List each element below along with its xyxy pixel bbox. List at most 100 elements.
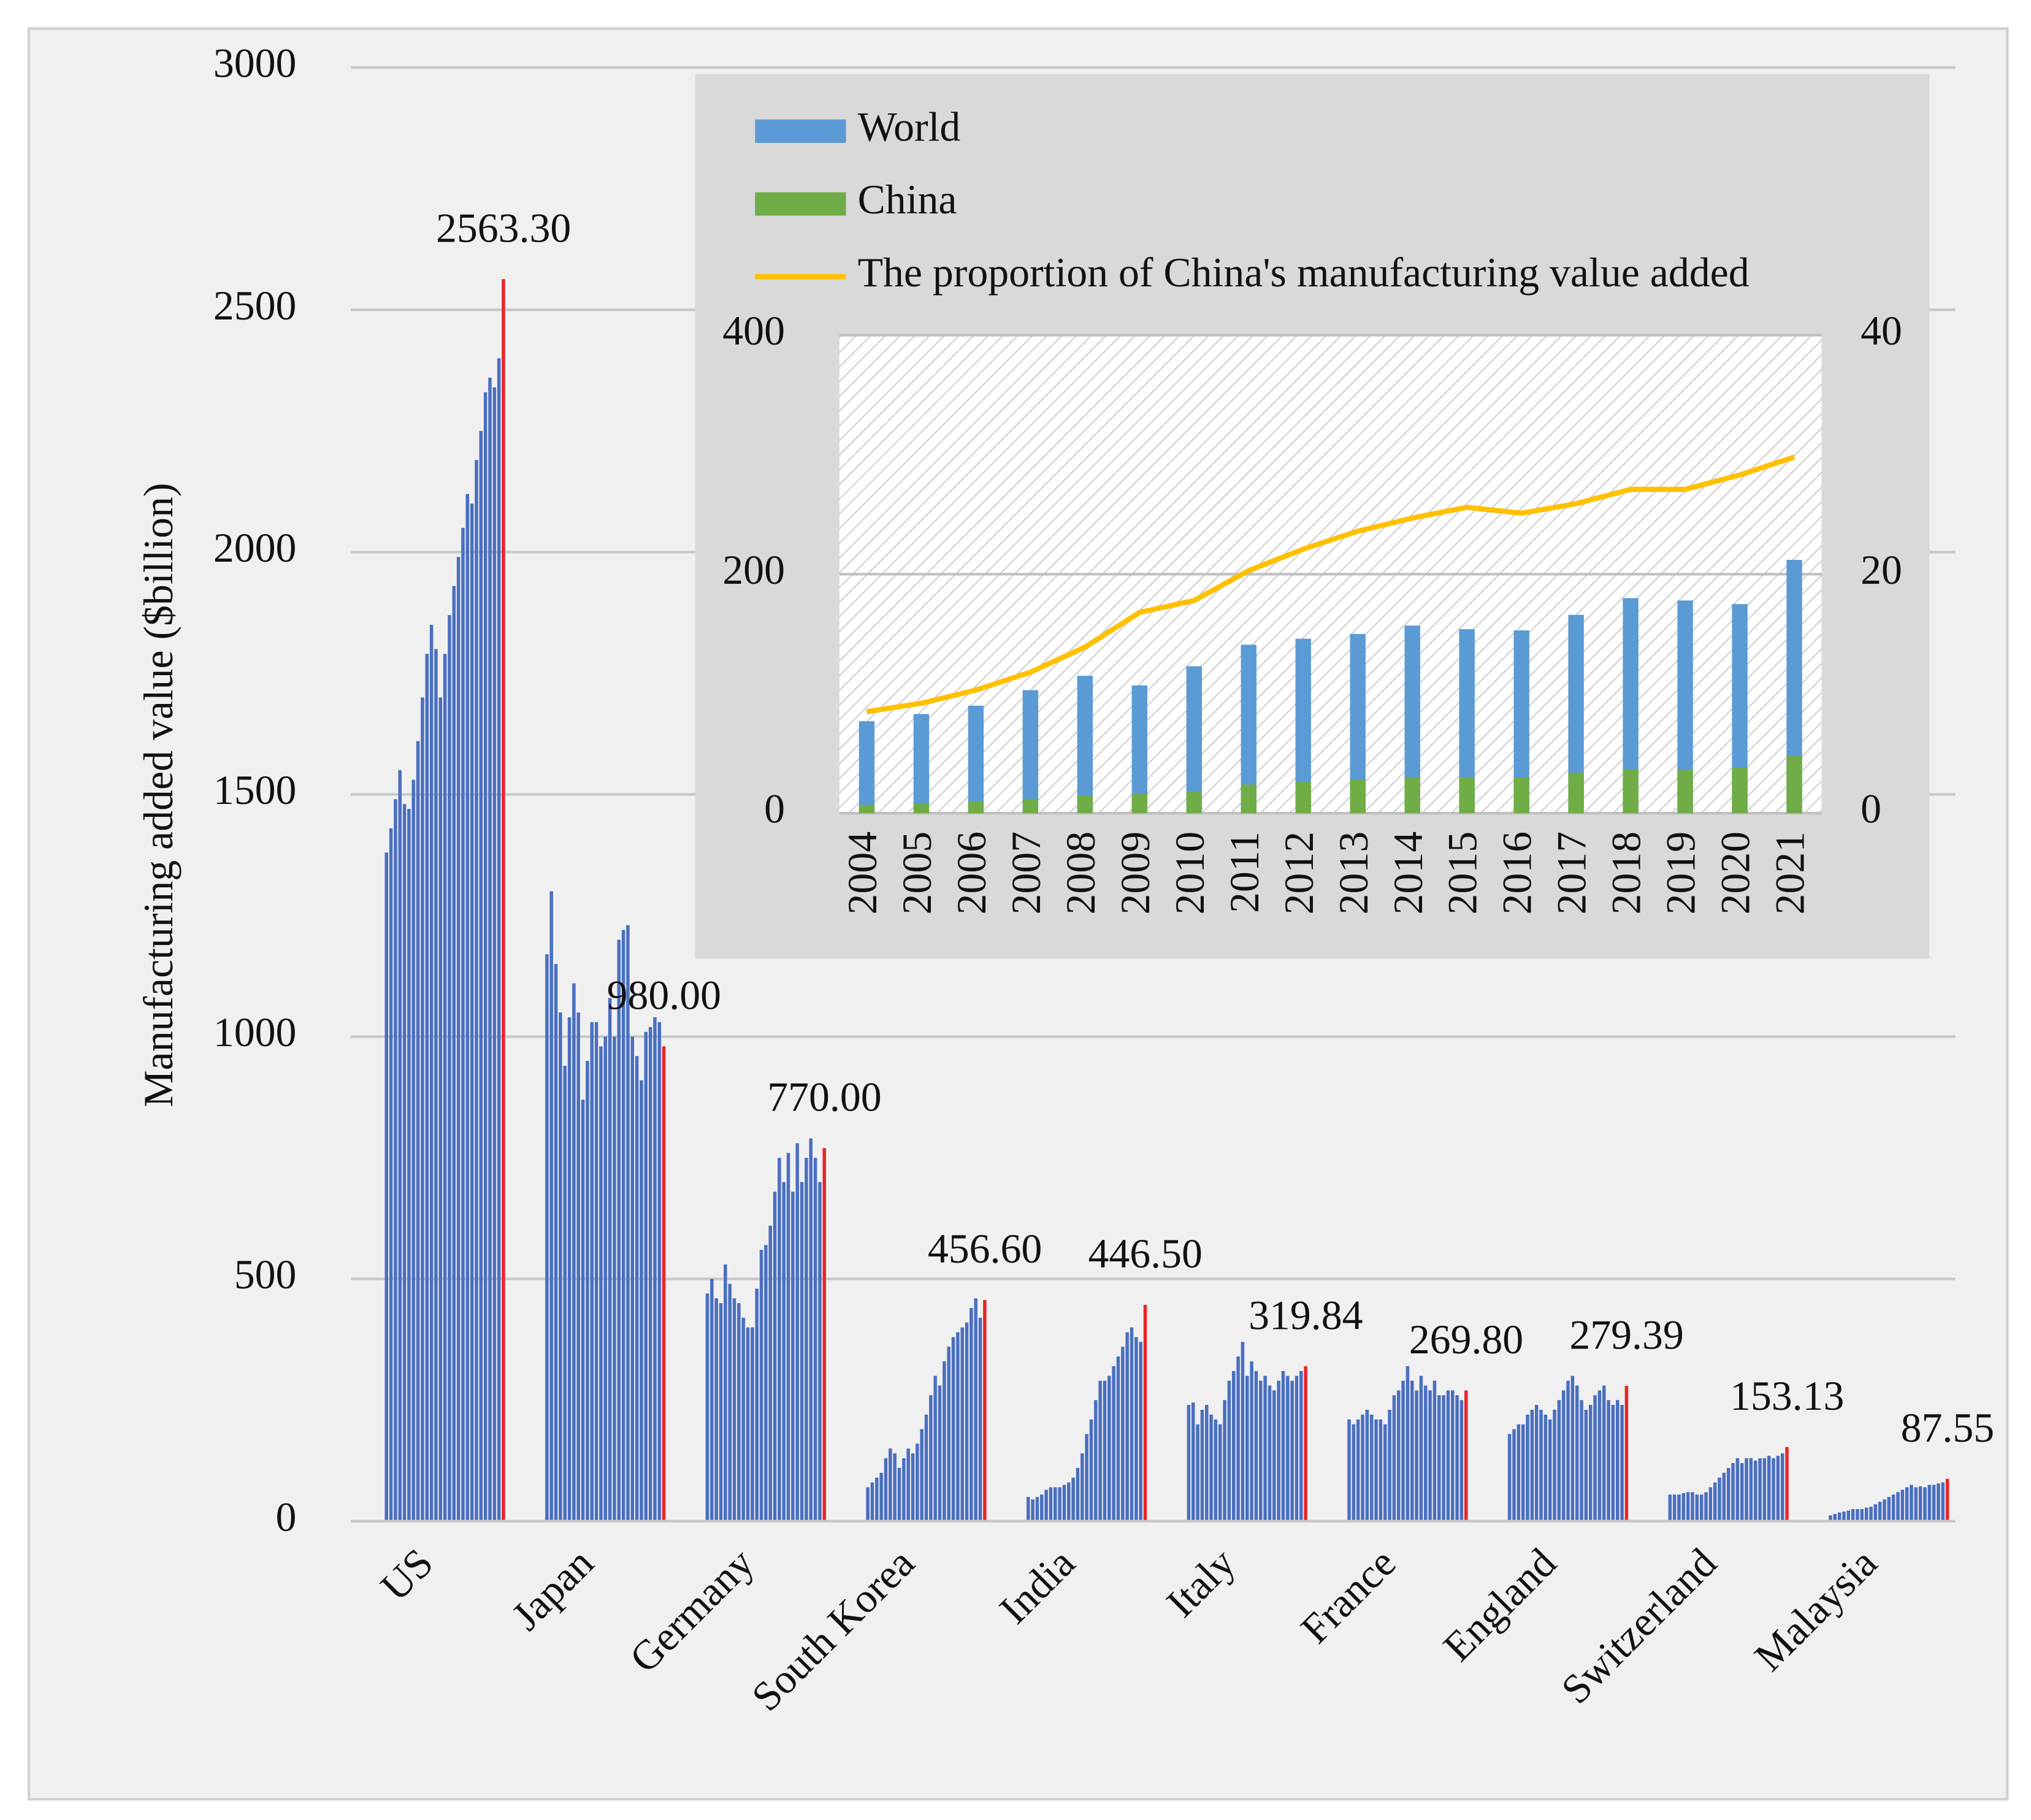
- bar: [1740, 1462, 1744, 1521]
- bar: [1745, 1458, 1748, 1521]
- bar: [1263, 1375, 1267, 1521]
- bar: [764, 1245, 768, 1521]
- bar: [389, 828, 393, 1521]
- bar: [590, 1022, 594, 1521]
- bar: [456, 557, 461, 1521]
- bar: [968, 801, 984, 814]
- bar: [1304, 1366, 1307, 1521]
- bar: [978, 1317, 982, 1521]
- bar: [1548, 1419, 1552, 1521]
- bar: [866, 1487, 870, 1521]
- bar: [1455, 1395, 1459, 1521]
- y-tick-label: 1000: [213, 1009, 297, 1055]
- bar: [1718, 1477, 1721, 1521]
- bar: [924, 1414, 928, 1521]
- bar: [1241, 784, 1256, 814]
- bar: [1708, 1487, 1713, 1521]
- bar: [608, 998, 612, 1521]
- bar: [1392, 1395, 1396, 1521]
- bar: [1539, 1410, 1543, 1521]
- bar: [1027, 1497, 1030, 1521]
- bar: [1459, 1400, 1464, 1521]
- legend-label: The proportion of China's manufacturing …: [858, 250, 1750, 296]
- bar: [1295, 1375, 1299, 1521]
- bar: [465, 494, 470, 1521]
- bar: [1726, 1467, 1731, 1521]
- bar: [968, 705, 984, 814]
- bar: [875, 1477, 879, 1521]
- bar: [1860, 1508, 1864, 1521]
- line-series: [866, 454, 1796, 714]
- bar: [1941, 1482, 1945, 1521]
- x-tick-label: 2013: [1331, 832, 1377, 915]
- bar: [1277, 1380, 1280, 1521]
- bar: [1428, 1390, 1432, 1521]
- bar: [1776, 1456, 1780, 1521]
- bar: [1543, 1414, 1548, 1521]
- bar: [1442, 1395, 1445, 1521]
- bar: [461, 527, 465, 1521]
- bar: [416, 741, 420, 1521]
- x-tick-label: 2012: [1276, 832, 1322, 915]
- bar: [411, 779, 415, 1521]
- bar: [1396, 1390, 1401, 1521]
- bar: [1076, 1467, 1080, 1521]
- bar: [916, 1443, 919, 1521]
- bar: [1620, 1405, 1624, 1521]
- bar: [421, 697, 424, 1521]
- bar: [897, 1467, 901, 1521]
- bar: [1419, 1375, 1423, 1521]
- bar: [1290, 1380, 1294, 1521]
- bar: [398, 770, 402, 1521]
- value-label: 87.55: [1901, 1405, 1995, 1451]
- legend-label: China: [858, 177, 957, 223]
- bar: [407, 809, 411, 1521]
- bar: [438, 697, 443, 1521]
- bar: [947, 1347, 950, 1521]
- bar: [724, 1264, 727, 1521]
- bar: [1695, 1494, 1699, 1521]
- x-tick-label: 2009: [1112, 832, 1158, 915]
- bar: [1887, 1497, 1891, 1521]
- bar: [621, 930, 625, 1521]
- bar: [1361, 1414, 1364, 1521]
- bar: [1085, 1434, 1088, 1521]
- bar: [737, 1303, 741, 1521]
- bar: [1570, 1375, 1575, 1521]
- bar: [943, 1361, 946, 1521]
- bar: [644, 1031, 648, 1521]
- bar: [1139, 1342, 1142, 1521]
- bar: [732, 1298, 736, 1521]
- x-tick-label: 2005: [894, 832, 940, 915]
- bar: [751, 1327, 754, 1521]
- bar: [1842, 1511, 1846, 1521]
- bar: [1534, 1405, 1539, 1521]
- bar: [1245, 1375, 1249, 1521]
- x-tick-label: 2018: [1604, 832, 1650, 915]
- bar: [1223, 1400, 1226, 1521]
- bar: [1530, 1410, 1534, 1521]
- y-tick-label: 0: [764, 786, 785, 832]
- y-tick-label: 3000: [213, 40, 297, 86]
- bar: [1356, 1419, 1360, 1521]
- bar: [1561, 1390, 1566, 1521]
- bar: [1864, 1507, 1868, 1521]
- bar: [970, 1308, 973, 1521]
- bar: [1423, 1385, 1428, 1521]
- bar: [1786, 755, 1802, 814]
- bar: [884, 1458, 888, 1521]
- bar: [1200, 1410, 1204, 1521]
- bar: [1369, 1414, 1374, 1521]
- bar: [1112, 1366, 1115, 1521]
- y-tick-label: 0: [276, 1494, 297, 1540]
- bar: [1098, 1380, 1102, 1521]
- bar: [1873, 1504, 1878, 1521]
- bar: [599, 1046, 603, 1521]
- bar: [1526, 1414, 1529, 1521]
- value-label: 279.39: [1569, 1312, 1683, 1358]
- bar: [1677, 770, 1693, 814]
- x-tick-label: 2011: [1222, 832, 1268, 913]
- bar: [822, 1148, 826, 1521]
- bar: [786, 1153, 790, 1521]
